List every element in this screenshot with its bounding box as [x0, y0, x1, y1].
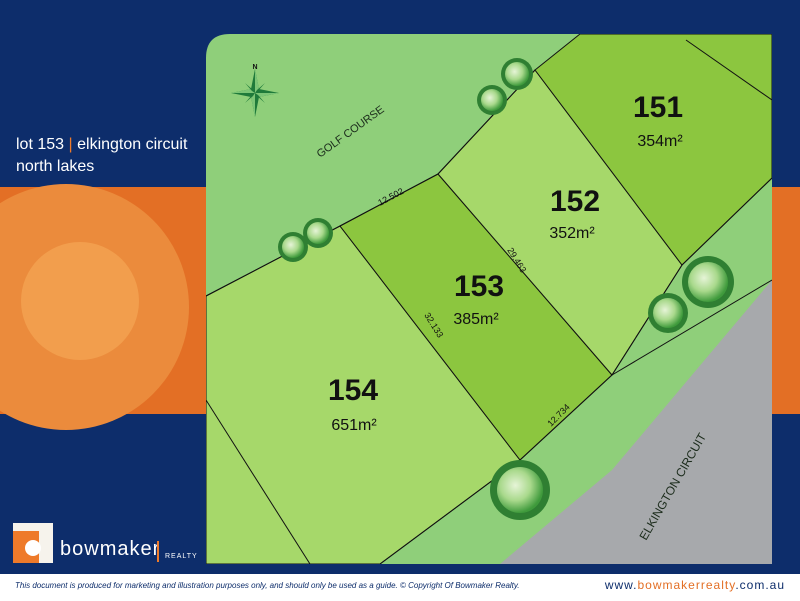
brand-tagline: REALTY: [165, 553, 198, 560]
website-suffix: .com.au: [735, 578, 785, 592]
lot-154-area: 651m²: [331, 417, 377, 434]
lot-153-area: 385m²: [453, 311, 499, 328]
website-name: bowmakerrealty: [637, 578, 736, 592]
compass-rose-icon: [231, 69, 279, 117]
elkington-road: [500, 280, 772, 564]
lot-title: lot 153: [16, 136, 65, 153]
title-separator: |: [68, 136, 73, 153]
brand-divider: [157, 541, 159, 562]
footer: This document is produced for marketing …: [0, 574, 800, 601]
tree-icon: [278, 58, 734, 520]
lot-152-area: 352m²: [549, 225, 595, 242]
website-link[interactable]: www.bowmakerrealty.com.au: [605, 578, 785, 592]
suburb-title: north lakes: [16, 158, 95, 175]
lot-152-number: 152: [550, 185, 600, 218]
lot-151-area: 354m²: [637, 133, 683, 150]
lot-153-number: 153: [454, 270, 504, 303]
page-title: lot 153 | elkington circuit north lakes: [16, 134, 187, 178]
disclaimer-text: This document is produced for marketing …: [15, 581, 520, 590]
compass-north-label: N: [252, 64, 257, 71]
decorative-circle-inner: [21, 242, 139, 360]
lot-151[interactable]: [534, 34, 772, 266]
lot-154-number: 154: [328, 374, 378, 407]
street-title: elkington circuit: [77, 136, 188, 153]
website-prefix: www.: [604, 578, 638, 592]
bowmaker-b-logo-icon: [13, 523, 53, 563]
brand-name: bowmaker: [60, 538, 161, 560]
lot-151-number: 151: [633, 91, 683, 124]
